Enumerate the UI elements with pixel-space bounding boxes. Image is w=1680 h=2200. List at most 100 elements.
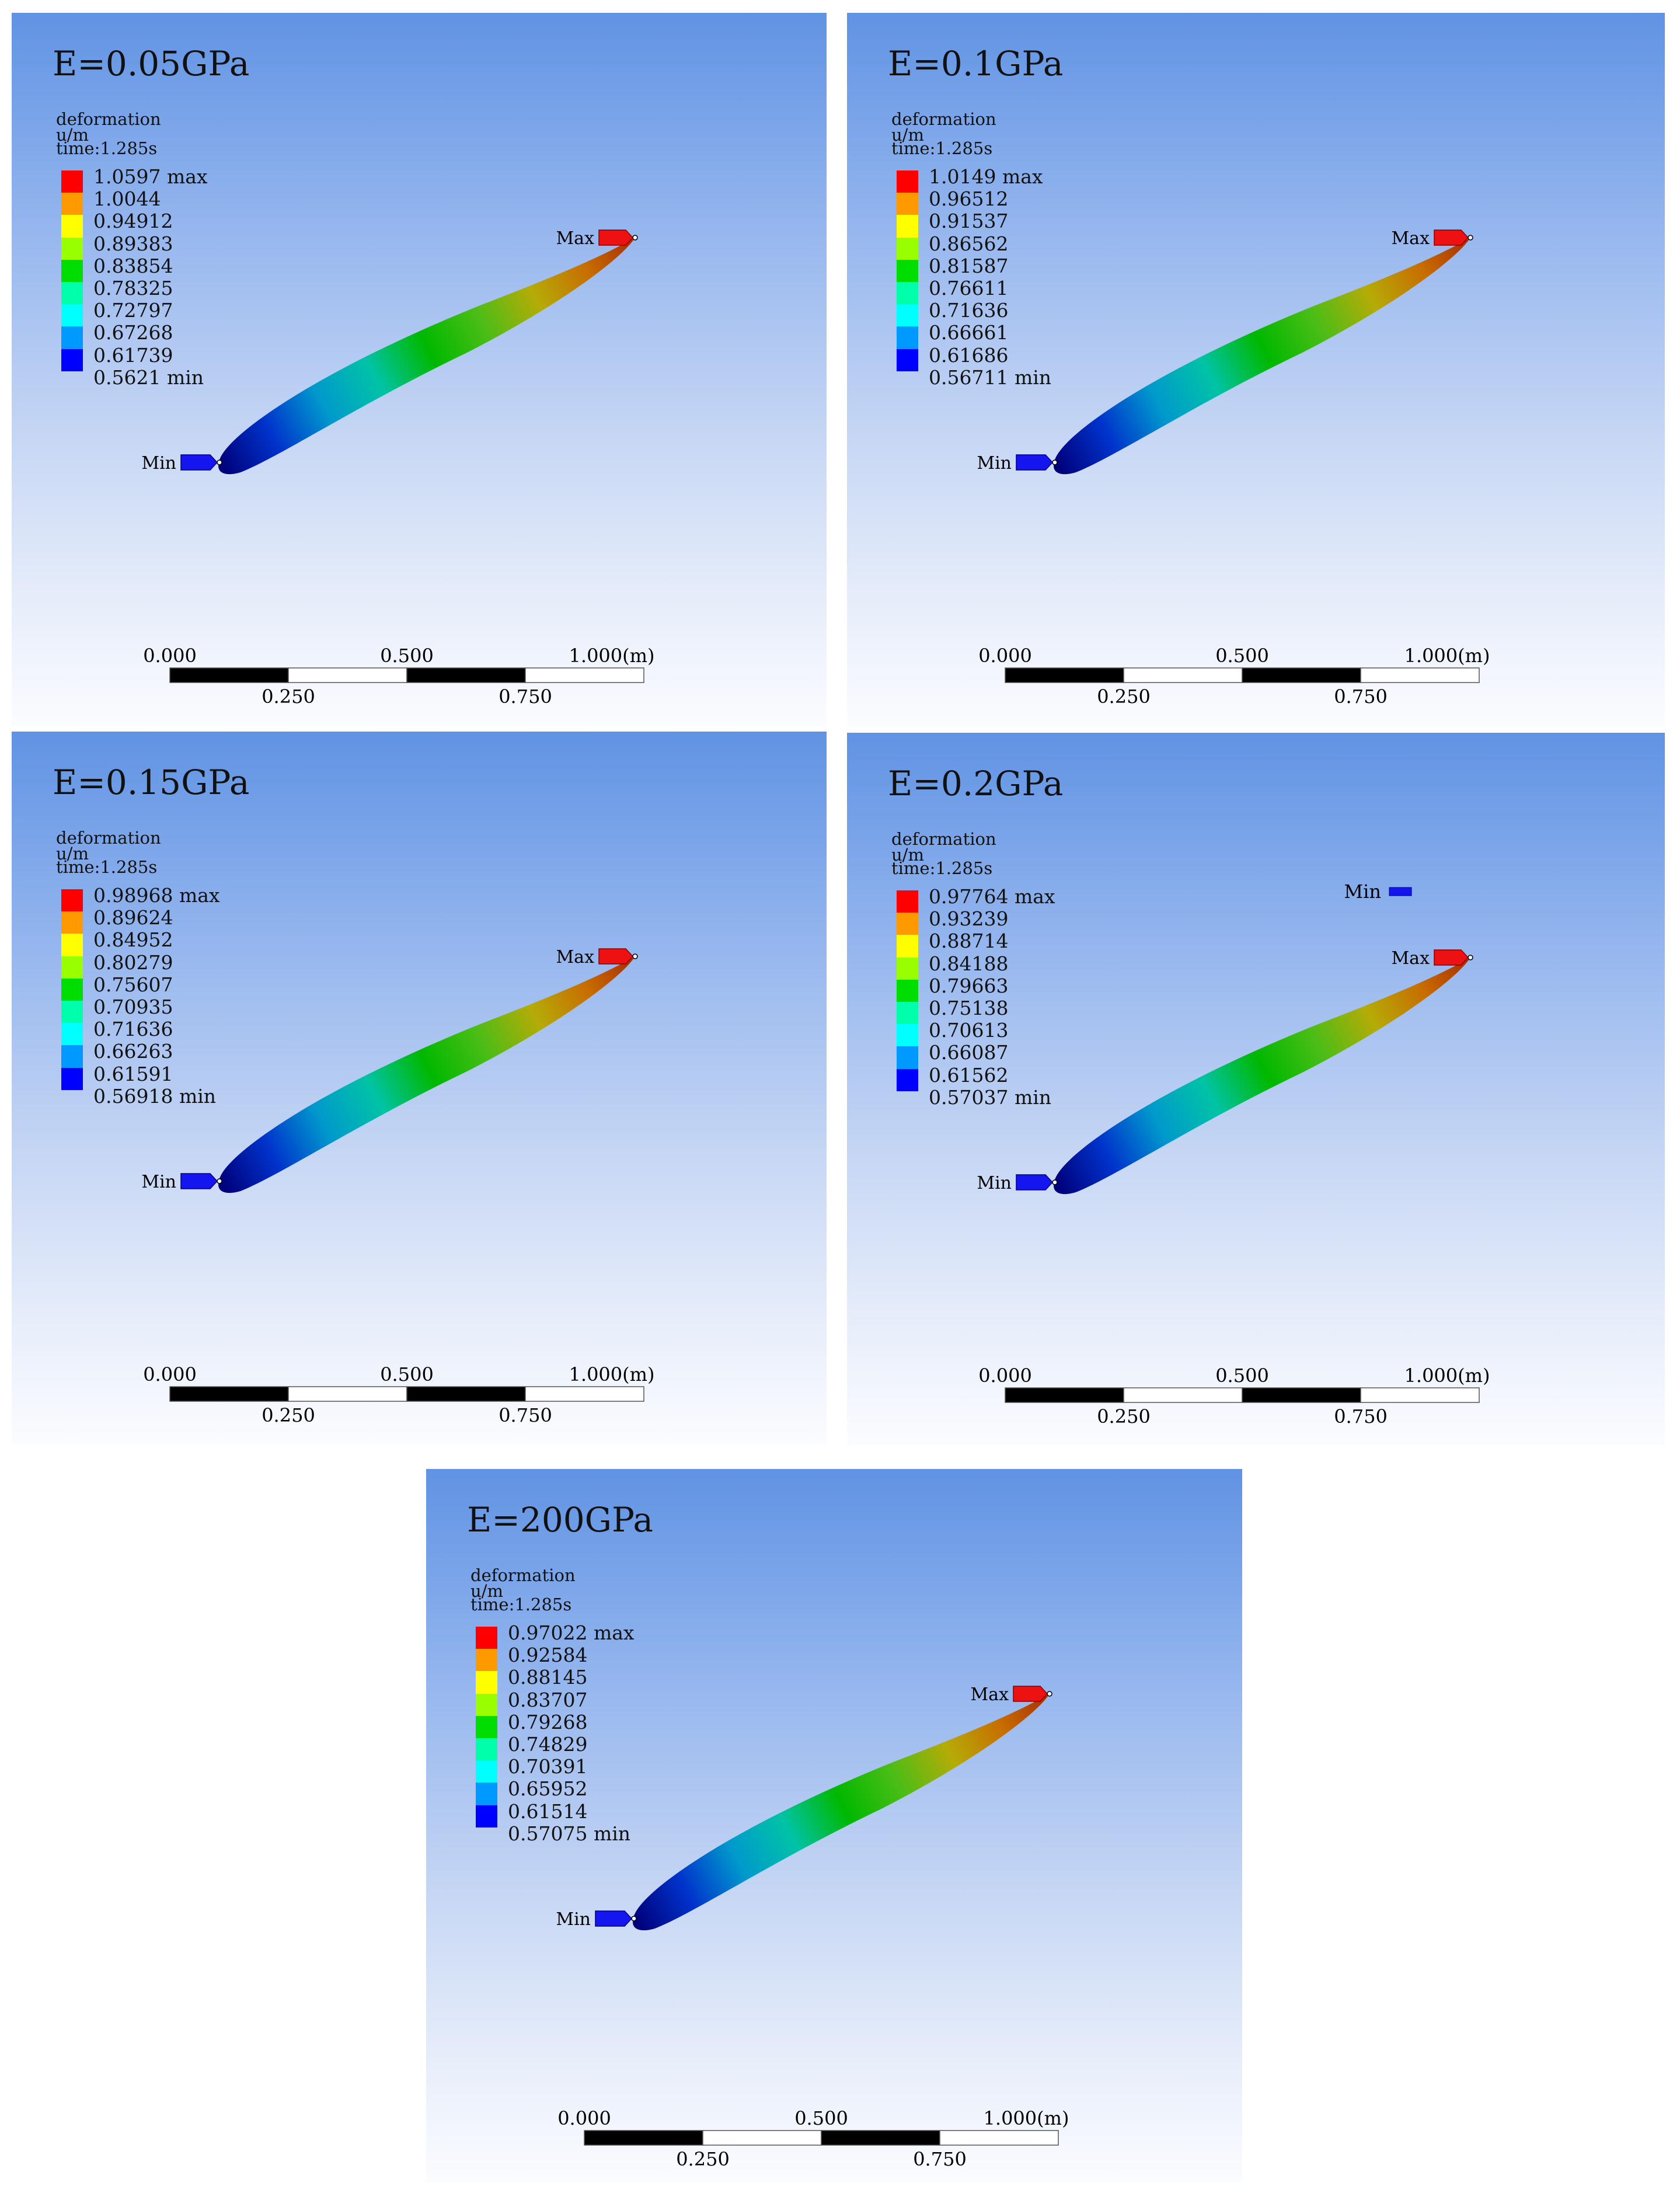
max-label: Max <box>1391 948 1430 969</box>
legend-swatch <box>897 957 918 980</box>
model-view: Min Max 0.000 0.500 1.000(m) 0.250 0.750 <box>556 1684 1069 2170</box>
legend-swatch <box>897 215 918 238</box>
scale-bar-segment <box>169 667 289 683</box>
legend-swatch <box>61 304 83 327</box>
legend-value: 0.89624 <box>93 906 173 930</box>
legend-swatch <box>476 1805 497 1827</box>
min-label: Min <box>1344 880 1381 903</box>
legend-value: 0.97022 max <box>508 1621 635 1644</box>
legend-swatch <box>476 1671 497 1694</box>
panel-title: E=0.2GPa <box>888 764 1064 803</box>
scale-label: 0.000 <box>557 2107 611 2129</box>
legend-value: 0.93239 <box>929 907 1009 931</box>
legend-color-bar <box>476 1627 497 1827</box>
legend-swatch <box>476 1760 497 1783</box>
panel-title: E=0.05GPa <box>53 44 250 83</box>
legend-swatch <box>61 1067 83 1090</box>
legend-value: 0.71636 <box>929 299 1009 322</box>
legend-value: 0.66087 <box>929 1041 1009 1064</box>
legend-value: 0.83707 <box>508 1688 588 1711</box>
min-label: Min <box>977 453 1012 474</box>
unit-label: u/m <box>891 845 924 865</box>
blade-contour <box>1054 238 1470 475</box>
model-view: Min Max 0.000 0.500 1.000(m) 0.250 0.750 <box>977 228 1490 708</box>
legend-value: 0.61514 <box>508 1799 588 1823</box>
legend-swatch <box>476 1627 497 1649</box>
contour-panel: E=0.05GPa deformation u/m time:1.285s 1.0597… <box>12 13 827 726</box>
scale-label: 0.500 <box>794 2107 848 2129</box>
legend-swatch <box>897 237 918 260</box>
legend-color-bar <box>61 170 83 371</box>
scale-label: 0.750 <box>913 2148 967 2170</box>
unit-label: u/m <box>56 844 89 864</box>
legend-value: 0.61562 <box>929 1063 1009 1087</box>
legend-value: 0.79268 <box>508 1710 588 1733</box>
legend-value: 0.56918 min <box>93 1084 217 1108</box>
legend-value: 0.70935 <box>93 995 173 1018</box>
blade-contour <box>218 238 635 475</box>
min-probe: Min <box>977 1173 1058 1193</box>
legend-value: 0.80279 <box>93 951 173 974</box>
legend-color-bar <box>897 890 918 1091</box>
min-label: Min <box>141 1172 176 1192</box>
scale-label: 0.500 <box>380 645 434 667</box>
legend-swatch <box>897 1046 918 1069</box>
legend-swatch <box>897 259 918 282</box>
legend-value: 0.56711 min <box>929 365 1052 389</box>
legend-value: 0.61686 <box>929 343 1009 367</box>
unit-label: u/m <box>470 1581 503 1601</box>
legend-swatch <box>61 281 83 305</box>
scale-bar-segment <box>525 667 644 683</box>
max-probe: Max <box>1391 948 1473 969</box>
model-view: Min Max 0.000 0.500 1.000(m) 0.250 0.750 <box>141 228 654 708</box>
legend-value: 0.61591 <box>93 1062 173 1085</box>
scale-label: 0.000 <box>143 1363 197 1386</box>
scale-label: 1.000(m) <box>984 2107 1069 2129</box>
scale-bar-segment <box>1005 667 1124 683</box>
contour-panel: E=0.1GPa deformation u/m time:1.285s 1.0149 … <box>847 13 1665 726</box>
panel-title: E=0.1GPa <box>888 44 1064 83</box>
legend-value: 0.61739 <box>93 343 173 367</box>
blade-contour <box>1054 958 1470 1195</box>
legend-value: 0.70613 <box>929 1019 1009 1042</box>
scale-label: 0.500 <box>380 1363 434 1386</box>
legend-value: 0.94912 <box>93 210 173 233</box>
max-probe: Max <box>970 1684 1052 1705</box>
scale-bar-segment <box>406 667 526 683</box>
legend-swatch <box>476 1738 497 1761</box>
scale-bar-segment <box>1123 667 1243 683</box>
scale-bar-segment <box>1360 1387 1480 1403</box>
scale-label: 0.250 <box>676 2148 730 2170</box>
legend-swatch <box>61 911 83 934</box>
scale-bar-segment <box>939 2130 1059 2146</box>
max-probe: Max <box>556 228 638 249</box>
scale-bar-segment <box>288 1386 407 1402</box>
scale-bar: 0.000 0.500 1.000(m) 0.250 0.750 <box>557 2107 1069 2170</box>
time-label: time:1.285s <box>470 1595 572 1614</box>
scale-label: 0.250 <box>262 685 315 708</box>
min-probe: Min <box>977 453 1058 474</box>
legend-value: 0.83854 <box>93 254 173 277</box>
legend-value: 0.65952 <box>508 1777 588 1801</box>
legend-swatch <box>61 237 83 260</box>
legend-swatch <box>61 889 83 912</box>
legend-swatch <box>897 281 918 305</box>
legend-color-bar <box>897 170 918 371</box>
unit-label: u/m <box>891 125 924 145</box>
legend-value: 0.86562 <box>929 232 1009 255</box>
min-label: Min <box>141 453 176 474</box>
scale-label: 0.500 <box>1215 645 1269 667</box>
min-probe-secondary: Min <box>1344 880 1412 903</box>
legend-swatch <box>61 259 83 282</box>
time-label: time:1.285s <box>56 857 158 877</box>
min-probe: Min <box>141 1172 222 1192</box>
legend-value: 0.98968 max <box>93 884 220 907</box>
legend-swatch <box>897 326 918 349</box>
legend-value: 0.75607 <box>93 973 173 996</box>
legend-swatch <box>476 1649 497 1672</box>
min-probe: Min <box>556 1909 637 1930</box>
legend-value: 0.71636 <box>93 1018 173 1041</box>
legend-value: 0.97764 max <box>929 885 1055 908</box>
legend-value: 0.92584 <box>508 1644 588 1667</box>
contour-panel: E=0.2GPa deformation u/m time:1.285s 0.97764… <box>847 733 1665 1445</box>
